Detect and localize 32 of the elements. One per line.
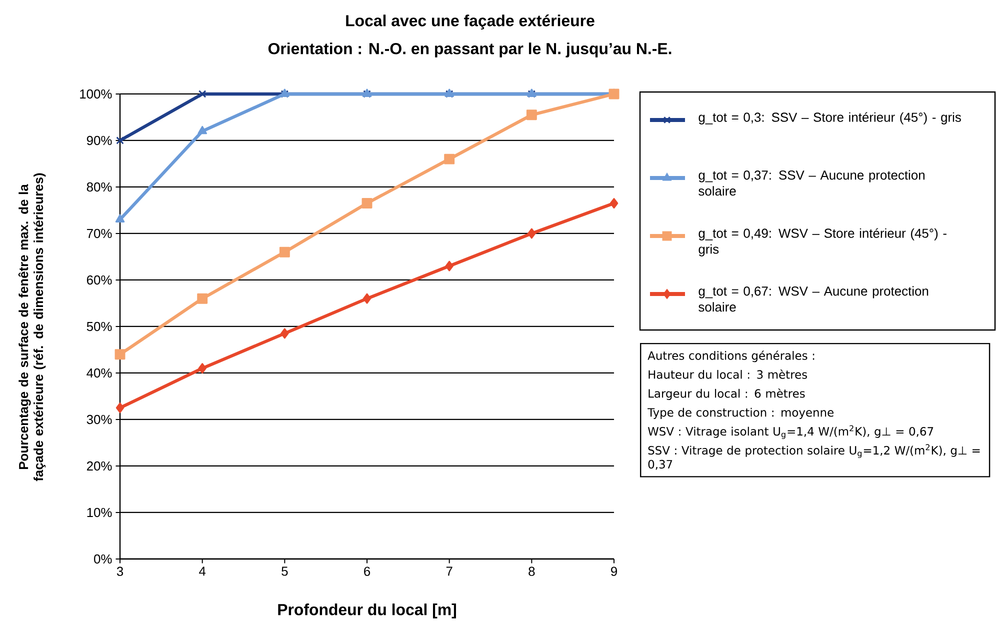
y-tick-label: 20%	[86, 461, 112, 471]
y-tick-label: 40%	[86, 368, 112, 378]
text: SSV : Vitrage de protection solaire U$_{g}$=1,2 W/(m$^{2}$K), g⊥ = 0,37	[648, 444, 980, 470]
text: Type de construction : moyenne	[648, 408, 834, 419]
x-tick-label: 4	[199, 566, 206, 576]
legend-label: g_tot = 0,49: WSV – Store intérieur (45°) - gris	[698, 228, 946, 256]
x-tick-label: 3	[116, 566, 124, 576]
y-tick-label: 60%	[86, 275, 112, 285]
y-tick-label: 30%	[86, 414, 112, 424]
legend-label: g_tot = 0,37: SSV – Aucune protection solaire	[698, 170, 924, 196]
chart-subtitle: Orientation : N.-O. en passant par le N. jusqu’au N.-E.	[268, 42, 672, 58]
legend-label: g_tot = 0,3: SSV – Store intérieur (45°) - gris	[698, 112, 961, 124]
x-tick-label: 5	[282, 566, 288, 576]
legend-label: g_tot = 0,67: WSV – Aucune protection solaire	[698, 286, 928, 312]
y-tick-label: 10%	[87, 508, 112, 518]
y-tick-label: 0%	[94, 554, 112, 564]
y-tick-label: 50%	[86, 322, 112, 332]
y-tick-label: 70%	[86, 228, 112, 238]
y-tick-label: 90%	[86, 136, 112, 146]
text: Autres conditions générales :	[648, 350, 814, 362]
x-tick-label: 6	[364, 566, 370, 576]
chart-title: Local avec une façade extérieure	[346, 14, 594, 30]
y-tick-label: 100%	[80, 89, 112, 99]
x-axis-title: Profondeur du local [m]	[278, 604, 456, 618]
x-tick-label: 7	[446, 566, 452, 576]
y-tick-label: 80%	[86, 182, 112, 192]
text: Largeur du local : 6 mètres	[648, 388, 805, 400]
text: Hauteur du local : 3 mètres	[648, 370, 807, 379]
x-tick-label: 8	[528, 566, 535, 576]
x-tick-label: 9	[611, 566, 617, 576]
text: WSV : Vitrage isolant U$_{g}$=1,4 W/(m$^{2}$K), g⊥ = 0,67	[648, 425, 934, 439]
y-axis-title: Pourcentage de surface de fenêtre max. de la façade extérieure (réf. de dimensions intérieures)	[18, 173, 46, 482]
